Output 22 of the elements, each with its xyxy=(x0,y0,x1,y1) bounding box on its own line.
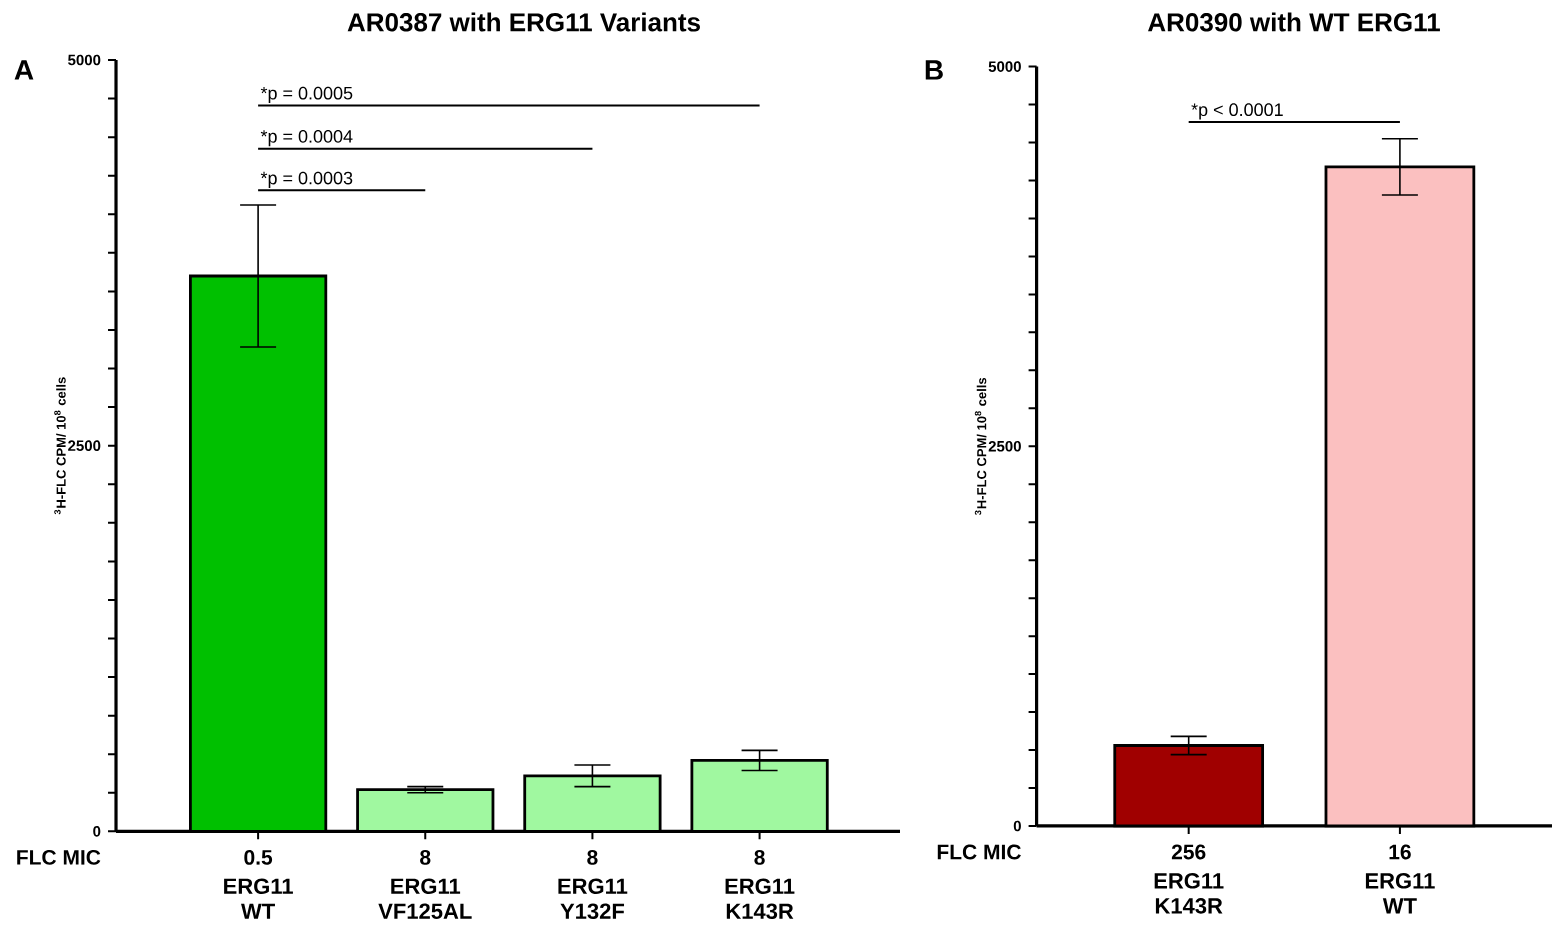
annotation: *p = 0.0004 xyxy=(260,129,353,147)
x-tick-label: ERG11 WT xyxy=(224,878,293,919)
text: 8 xyxy=(420,849,431,865)
x-tick-label: ERG11 K143R xyxy=(725,878,795,920)
text: 256 xyxy=(1171,844,1206,860)
x-tick-label: ERG11 Y132F xyxy=(558,878,628,920)
chart-title: AR0390 with WT ERG11 xyxy=(1148,12,1440,32)
text: B xyxy=(925,60,943,80)
text: 8 xyxy=(587,849,598,865)
x-tick-label: ERG11 WT xyxy=(1365,873,1435,914)
annotation: *p = 0.0005 xyxy=(260,86,353,104)
text: FLC MIC xyxy=(17,849,101,865)
text: 0.5 xyxy=(244,849,273,865)
annotation: *p < 0.0001 xyxy=(1191,103,1283,120)
text: FLC MIC xyxy=(937,844,1021,860)
text: A xyxy=(14,60,34,80)
x-tick-label: ERG11 VF125AL xyxy=(378,878,472,920)
annotation: *p = 0.0003 xyxy=(260,171,353,188)
chart-title: AR0387 with ERG11 Variants xyxy=(347,12,700,32)
text: 16 xyxy=(1389,844,1411,860)
x-tick-label: ERG11 K143R xyxy=(1154,873,1224,914)
text: 8 xyxy=(754,849,765,865)
